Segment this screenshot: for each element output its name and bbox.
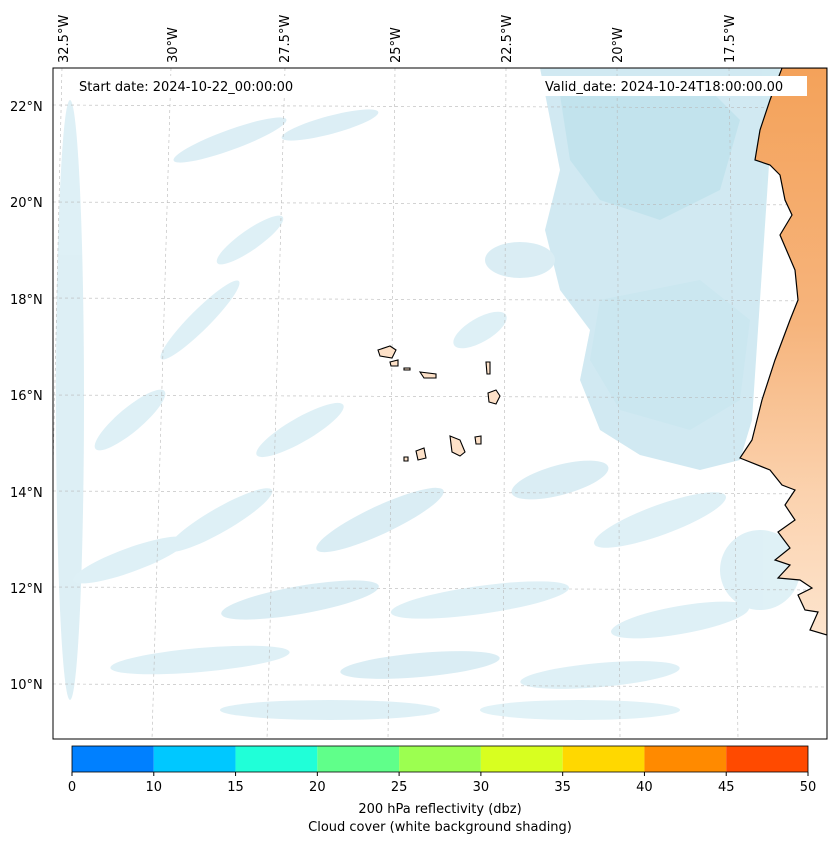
lon-label: 22.5°W [500,15,515,63]
colorbar-segment [399,746,481,772]
graticule-grid [53,68,827,739]
valid-date-label: Valid_date: 2024-10-24T18:00:00.00 [545,80,783,95]
longitude-labels: 32.5°W 30°W 27.5°W 25°W 22.5°W 20°W 17.5… [57,15,738,63]
colorbar-segment [153,746,236,772]
lon-label: 20°W [611,27,626,63]
colorbar-tick-label: 15 [227,780,244,795]
lat-label: 20°N [10,196,43,211]
colorbar-segment [562,746,645,772]
colorbar-tick-label: 45 [718,780,735,795]
lon-label: 25°W [389,27,404,63]
colorbar-segment [72,746,154,772]
colorbar-tick-label: 10 [146,780,163,795]
colorbar-tick-label: 20 [309,780,326,795]
colorbar-segment [726,746,808,772]
colorbar-label: 200 hPa reflectivity (dbz) [358,802,521,817]
colorbar-tick-label: 25 [391,780,408,795]
colorbar-tick-label: 35 [554,780,571,795]
lat-label: 10°N [10,678,43,693]
colorbar: 0 10 15 20 25 30 35 40 45 50 [68,745,817,795]
colorbar-sublabel: Cloud cover (white background shading) [308,820,572,835]
lat-label: 22°N [10,100,43,115]
valid-date-box [541,76,807,96]
colorbar-tick-label: 40 [636,780,653,795]
colorbar-tick-label: 30 [473,780,490,795]
cloud-cover-shading [56,68,800,720]
lon-label: 32.5°W [57,15,72,63]
colorbar-segment [644,746,727,772]
colorbar-border [71,745,809,773]
map-frame [52,67,828,740]
colorbar-segment [235,746,318,772]
colorbar-tick-label: 0 [68,780,76,795]
start-date-label: Start date: 2024-10-22_00:00:00 [79,80,293,95]
start-date-box [75,76,315,96]
lon-label: 27.5°W [278,15,293,63]
lon-label: 17.5°W [723,15,738,63]
lat-label: 14°N [10,486,43,501]
map-area: Start date: 2024-10-22_00:00:00 Valid_da… [53,68,827,739]
africa-landmass [739,68,827,636]
colorbar-tick-label: 50 [800,780,817,795]
colorbar-segment [317,746,400,772]
lat-label: 18°N [10,293,43,308]
colorbar-segment [480,746,563,772]
latitude-labels: 22°N 20°N 18°N 16°N 14°N 12°N 10°N [10,100,43,693]
cape-verde-islands [377,345,501,462]
lat-label: 16°N [10,389,43,404]
lon-label: 30°W [166,27,181,63]
lat-label: 12°N [10,582,43,597]
